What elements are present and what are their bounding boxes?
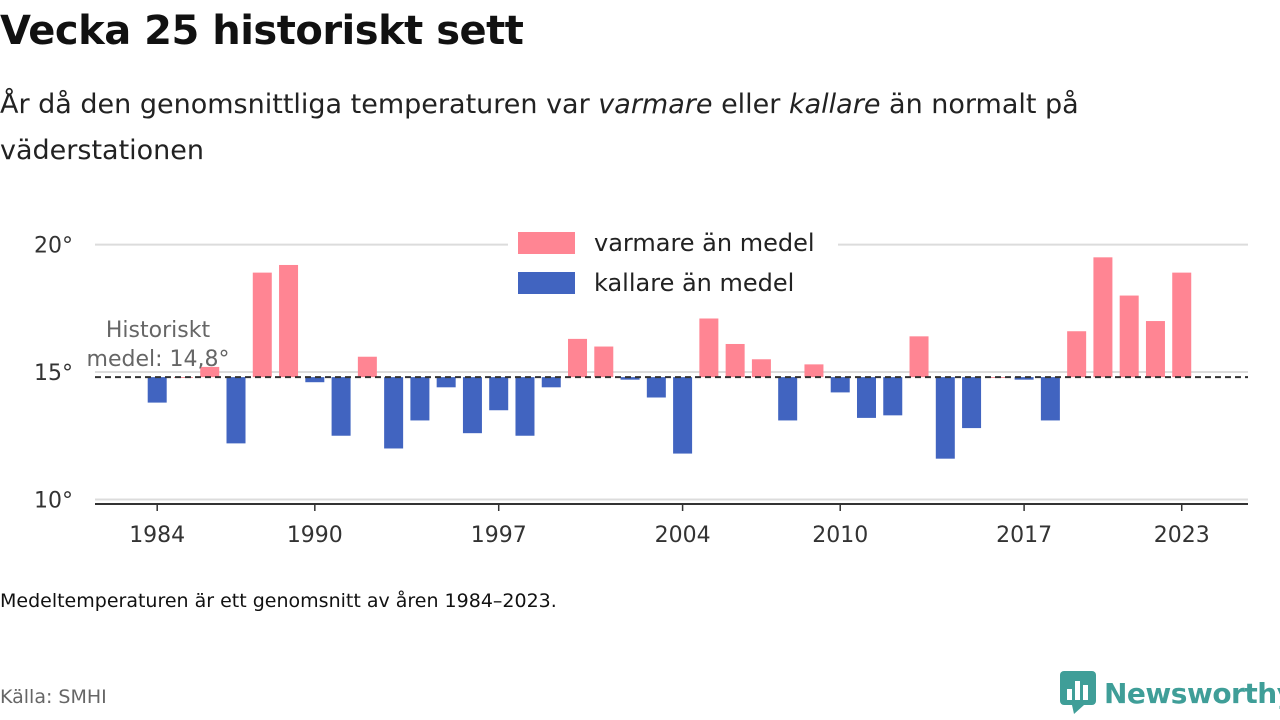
bar-1993 <box>384 377 404 449</box>
bar-1999 <box>541 377 561 388</box>
bar-2004 <box>673 377 693 454</box>
legend-swatch <box>518 272 575 294</box>
bar-1984 <box>147 377 167 403</box>
bar-2021 <box>1119 295 1139 378</box>
y-tick-label: 15° <box>34 361 73 386</box>
x-tick-label: 1990 <box>287 523 343 548</box>
brand-logo[interactable]: Newsworthy <box>1060 671 1280 715</box>
bar-2017 <box>1014 377 1034 380</box>
bar-chart: 10° 15° 20° 1984 1990 1997 2004 2010 2017 2023 His… <box>34 229 1248 548</box>
brand-name: Newsworthy <box>1104 676 1280 710</box>
bar-2006 <box>725 343 745 378</box>
legend-swatch <box>518 232 575 254</box>
bar-2014 <box>935 377 955 459</box>
source-text: Källa: SMHI <box>0 686 107 708</box>
bar-1991 <box>331 377 351 436</box>
bar-2000 <box>568 338 588 378</box>
bar-2018 <box>1040 377 1060 421</box>
bar-1985 <box>173 377 193 378</box>
bar-2002 <box>620 377 640 380</box>
bar-1992 <box>357 356 377 378</box>
baseline-label-line1: Historiskt <box>106 318 211 343</box>
chart-subtitle: År då den genomsnittliga temperaturen va… <box>0 82 1240 174</box>
x-tick-label: 2004 <box>655 523 711 548</box>
x-tick-label: 2010 <box>812 523 868 548</box>
legend-label: varmare än medel <box>594 229 815 257</box>
bar-2010 <box>830 377 850 393</box>
bar-1988 <box>252 272 272 378</box>
bar-2023 <box>1172 272 1192 378</box>
newsworthy-logo-icon <box>1060 671 1096 714</box>
bar-2019 <box>1067 331 1087 378</box>
bar-1986 <box>200 366 220 378</box>
subtitle-pre: År då den genomsnittliga temperaturen va… <box>0 89 599 120</box>
bar-1987 <box>226 377 246 444</box>
bar-1994 <box>410 377 430 421</box>
bar-2022 <box>1145 321 1165 378</box>
y-tick-label: 10° <box>34 488 73 513</box>
x-tick-label: 2017 <box>996 523 1052 548</box>
bar-1996 <box>462 377 482 434</box>
subtitle-warm: varmare <box>598 89 713 120</box>
bar-2008 <box>778 377 798 421</box>
bar-2007 <box>751 359 771 378</box>
bar-2015 <box>962 377 982 429</box>
bar-2005 <box>699 318 719 378</box>
baseline-label-line2: medel: 14,8° <box>87 347 230 372</box>
y-tick-label: 20° <box>34 234 73 259</box>
subtitle-cold: kallare <box>788 89 881 120</box>
bar-2001 <box>594 346 614 378</box>
bar-2020 <box>1093 257 1113 378</box>
x-tick-label: 2023 <box>1154 523 1210 548</box>
x-tick-label: 1997 <box>471 523 527 548</box>
bar-1995 <box>436 377 456 388</box>
bar-1997 <box>489 377 509 411</box>
bar-1990 <box>305 377 325 383</box>
subtitle-post: än normalt på väderstationen <box>0 89 1079 166</box>
legend-label: kallare än medel <box>594 269 794 297</box>
chart-title: Vecka 25 historiskt sett <box>0 8 524 54</box>
bar-2013 <box>909 336 929 378</box>
bar-2012 <box>883 377 903 416</box>
bar-2011 <box>856 377 876 418</box>
chart-note: Medeltemperaturen är ett genomsnitt av å… <box>0 590 557 612</box>
bar-1989 <box>279 264 299 378</box>
bar-1998 <box>515 377 535 436</box>
subtitle-mid: eller <box>712 89 789 120</box>
bar-2009 <box>804 364 824 378</box>
bar-2003 <box>646 377 666 398</box>
x-tick-label: 1984 <box>129 523 185 548</box>
